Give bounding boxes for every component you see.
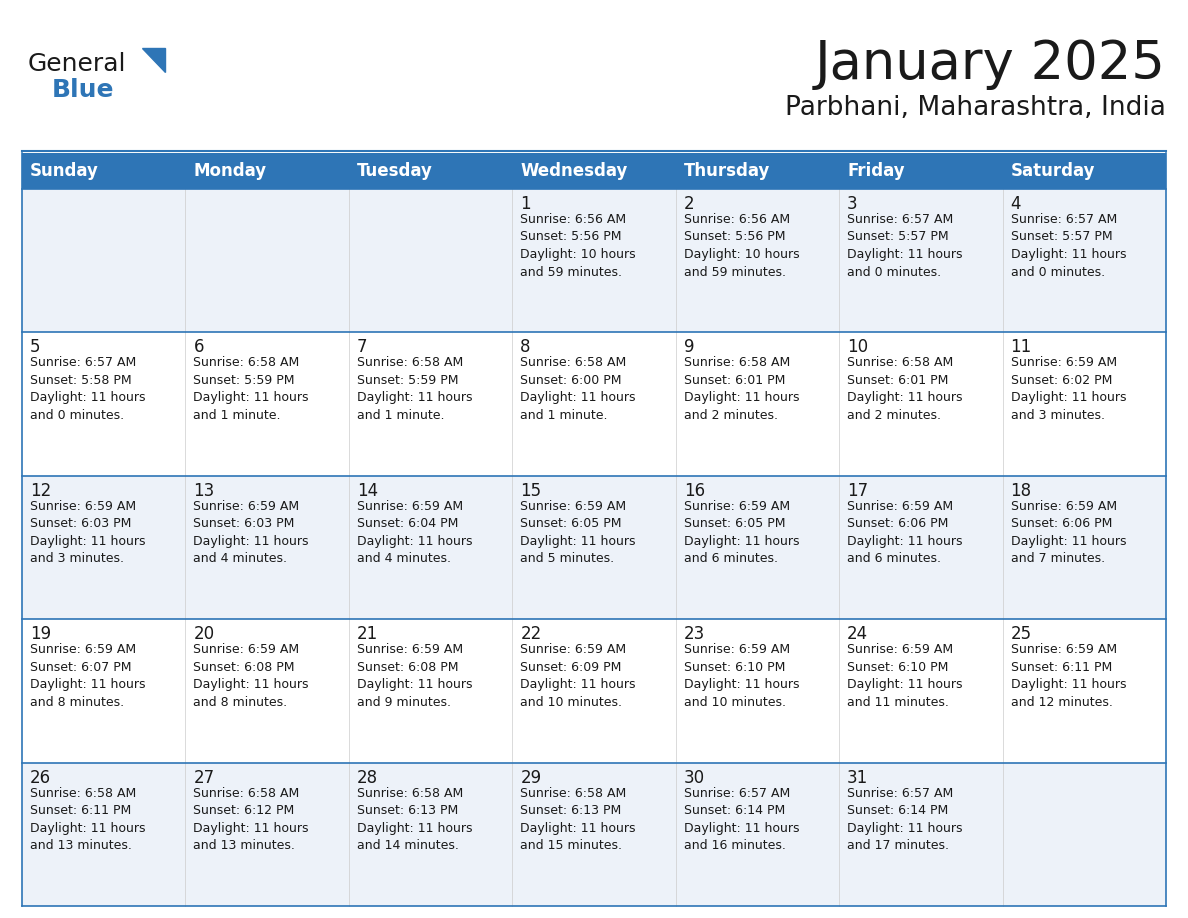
- Text: 26: 26: [30, 768, 51, 787]
- Text: Sunrise: 6:59 AM
Sunset: 6:10 PM
Daylight: 11 hours
and 11 minutes.: Sunrise: 6:59 AM Sunset: 6:10 PM Dayligh…: [847, 644, 962, 709]
- Text: Sunrise: 6:58 AM
Sunset: 6:13 PM
Daylight: 11 hours
and 14 minutes.: Sunrise: 6:58 AM Sunset: 6:13 PM Dayligh…: [356, 787, 473, 852]
- Text: Sunrise: 6:59 AM
Sunset: 6:08 PM
Daylight: 11 hours
and 9 minutes.: Sunrise: 6:59 AM Sunset: 6:08 PM Dayligh…: [356, 644, 473, 709]
- Text: Thursday: Thursday: [684, 162, 770, 180]
- Bar: [23, 763, 1165, 906]
- Bar: [23, 189, 1165, 332]
- Text: 23: 23: [684, 625, 704, 644]
- Text: General: General: [29, 52, 126, 76]
- Text: 21: 21: [356, 625, 378, 644]
- Text: Sunrise: 6:58 AM
Sunset: 6:01 PM
Daylight: 11 hours
and 2 minutes.: Sunrise: 6:58 AM Sunset: 6:01 PM Dayligh…: [847, 356, 962, 422]
- Text: Sunrise: 6:58 AM
Sunset: 6:13 PM
Daylight: 11 hours
and 15 minutes.: Sunrise: 6:58 AM Sunset: 6:13 PM Dayligh…: [520, 787, 636, 852]
- Text: 12: 12: [30, 482, 51, 499]
- Text: Sunrise: 6:57 AM
Sunset: 6:14 PM
Daylight: 11 hours
and 17 minutes.: Sunrise: 6:57 AM Sunset: 6:14 PM Dayligh…: [847, 787, 962, 852]
- Text: Parbhani, Maharashtra, India: Parbhani, Maharashtra, India: [785, 95, 1165, 121]
- Bar: [23, 332, 1165, 476]
- Text: Sunrise: 6:59 AM
Sunset: 6:03 PM
Daylight: 11 hours
and 4 minutes.: Sunrise: 6:59 AM Sunset: 6:03 PM Dayligh…: [194, 499, 309, 565]
- Text: Sunrise: 6:59 AM
Sunset: 6:06 PM
Daylight: 11 hours
and 6 minutes.: Sunrise: 6:59 AM Sunset: 6:06 PM Dayligh…: [847, 499, 962, 565]
- Text: 24: 24: [847, 625, 868, 644]
- Text: Sunrise: 6:59 AM
Sunset: 6:07 PM
Daylight: 11 hours
and 8 minutes.: Sunrise: 6:59 AM Sunset: 6:07 PM Dayligh…: [30, 644, 145, 709]
- Text: Sunrise: 6:59 AM
Sunset: 6:04 PM
Daylight: 11 hours
and 4 minutes.: Sunrise: 6:59 AM Sunset: 6:04 PM Dayligh…: [356, 499, 473, 565]
- Text: Sunrise: 6:59 AM
Sunset: 6:08 PM
Daylight: 11 hours
and 8 minutes.: Sunrise: 6:59 AM Sunset: 6:08 PM Dayligh…: [194, 644, 309, 709]
- Text: 16: 16: [684, 482, 704, 499]
- Text: Sunrise: 6:58 AM
Sunset: 6:00 PM
Daylight: 11 hours
and 1 minute.: Sunrise: 6:58 AM Sunset: 6:00 PM Dayligh…: [520, 356, 636, 422]
- Text: 11: 11: [1011, 339, 1032, 356]
- Text: 28: 28: [356, 768, 378, 787]
- Text: Sunrise: 6:58 AM
Sunset: 5:59 PM
Daylight: 11 hours
and 1 minute.: Sunrise: 6:58 AM Sunset: 5:59 PM Dayligh…: [194, 356, 309, 422]
- Text: Sunrise: 6:58 AM
Sunset: 6:12 PM
Daylight: 11 hours
and 13 minutes.: Sunrise: 6:58 AM Sunset: 6:12 PM Dayligh…: [194, 787, 309, 852]
- Text: 13: 13: [194, 482, 215, 499]
- Text: 7: 7: [356, 339, 367, 356]
- Text: Sunrise: 6:59 AM
Sunset: 6:03 PM
Daylight: 11 hours
and 3 minutes.: Sunrise: 6:59 AM Sunset: 6:03 PM Dayligh…: [30, 499, 145, 565]
- Bar: [23, 620, 1165, 763]
- Text: Sunrise: 6:56 AM
Sunset: 5:56 PM
Daylight: 10 hours
and 59 minutes.: Sunrise: 6:56 AM Sunset: 5:56 PM Dayligh…: [520, 213, 636, 278]
- Text: Sunrise: 6:58 AM
Sunset: 6:11 PM
Daylight: 11 hours
and 13 minutes.: Sunrise: 6:58 AM Sunset: 6:11 PM Dayligh…: [30, 787, 145, 852]
- Text: 3: 3: [847, 195, 858, 213]
- Text: 8: 8: [520, 339, 531, 356]
- Text: 14: 14: [356, 482, 378, 499]
- Text: 29: 29: [520, 768, 542, 787]
- Text: 15: 15: [520, 482, 542, 499]
- Text: Tuesday: Tuesday: [356, 162, 432, 180]
- Text: 2: 2: [684, 195, 694, 213]
- Text: Sunrise: 6:59 AM
Sunset: 6:11 PM
Daylight: 11 hours
and 12 minutes.: Sunrise: 6:59 AM Sunset: 6:11 PM Dayligh…: [1011, 644, 1126, 709]
- Text: Sunday: Sunday: [30, 162, 99, 180]
- Text: Friday: Friday: [847, 162, 905, 180]
- Polygon shape: [143, 48, 165, 72]
- Text: Sunrise: 6:59 AM
Sunset: 6:09 PM
Daylight: 11 hours
and 10 minutes.: Sunrise: 6:59 AM Sunset: 6:09 PM Dayligh…: [520, 644, 636, 709]
- Bar: [23, 476, 1165, 620]
- Text: 5: 5: [30, 339, 40, 356]
- Text: 20: 20: [194, 625, 215, 644]
- Text: Sunrise: 6:59 AM
Sunset: 6:02 PM
Daylight: 11 hours
and 3 minutes.: Sunrise: 6:59 AM Sunset: 6:02 PM Dayligh…: [1011, 356, 1126, 422]
- Text: Sunrise: 6:59 AM
Sunset: 6:10 PM
Daylight: 11 hours
and 10 minutes.: Sunrise: 6:59 AM Sunset: 6:10 PM Dayligh…: [684, 644, 800, 709]
- Text: Monday: Monday: [194, 162, 266, 180]
- Text: Sunrise: 6:57 AM
Sunset: 6:14 PM
Daylight: 11 hours
and 16 minutes.: Sunrise: 6:57 AM Sunset: 6:14 PM Dayligh…: [684, 787, 800, 852]
- Text: Sunrise: 6:59 AM
Sunset: 6:05 PM
Daylight: 11 hours
and 6 minutes.: Sunrise: 6:59 AM Sunset: 6:05 PM Dayligh…: [684, 499, 800, 565]
- Text: Sunrise: 6:59 AM
Sunset: 6:05 PM
Daylight: 11 hours
and 5 minutes.: Sunrise: 6:59 AM Sunset: 6:05 PM Dayligh…: [520, 499, 636, 565]
- Text: 6: 6: [194, 339, 204, 356]
- Text: 22: 22: [520, 625, 542, 644]
- Text: 25: 25: [1011, 625, 1031, 644]
- Text: Sunrise: 6:58 AM
Sunset: 6:01 PM
Daylight: 11 hours
and 2 minutes.: Sunrise: 6:58 AM Sunset: 6:01 PM Dayligh…: [684, 356, 800, 422]
- Text: 17: 17: [847, 482, 868, 499]
- Text: Saturday: Saturday: [1011, 162, 1095, 180]
- Text: 1: 1: [520, 195, 531, 213]
- Text: 27: 27: [194, 768, 215, 787]
- Text: Sunrise: 6:58 AM
Sunset: 5:59 PM
Daylight: 11 hours
and 1 minute.: Sunrise: 6:58 AM Sunset: 5:59 PM Dayligh…: [356, 356, 473, 422]
- Bar: [23, 153, 1165, 189]
- Text: 4: 4: [1011, 195, 1020, 213]
- Text: Sunrise: 6:57 AM
Sunset: 5:57 PM
Daylight: 11 hours
and 0 minutes.: Sunrise: 6:57 AM Sunset: 5:57 PM Dayligh…: [847, 213, 962, 278]
- Text: Sunrise: 6:57 AM
Sunset: 5:57 PM
Daylight: 11 hours
and 0 minutes.: Sunrise: 6:57 AM Sunset: 5:57 PM Dayligh…: [1011, 213, 1126, 278]
- Text: 9: 9: [684, 339, 694, 356]
- Text: 10: 10: [847, 339, 868, 356]
- Text: January 2025: January 2025: [815, 38, 1165, 90]
- Text: Sunrise: 6:56 AM
Sunset: 5:56 PM
Daylight: 10 hours
and 59 minutes.: Sunrise: 6:56 AM Sunset: 5:56 PM Dayligh…: [684, 213, 800, 278]
- Text: Sunrise: 6:59 AM
Sunset: 6:06 PM
Daylight: 11 hours
and 7 minutes.: Sunrise: 6:59 AM Sunset: 6:06 PM Dayligh…: [1011, 499, 1126, 565]
- Text: 19: 19: [30, 625, 51, 644]
- Text: 30: 30: [684, 768, 704, 787]
- Text: 31: 31: [847, 768, 868, 787]
- Text: Sunrise: 6:57 AM
Sunset: 5:58 PM
Daylight: 11 hours
and 0 minutes.: Sunrise: 6:57 AM Sunset: 5:58 PM Dayligh…: [30, 356, 145, 422]
- Text: Wednesday: Wednesday: [520, 162, 627, 180]
- Text: 18: 18: [1011, 482, 1031, 499]
- Text: Blue: Blue: [52, 78, 114, 102]
